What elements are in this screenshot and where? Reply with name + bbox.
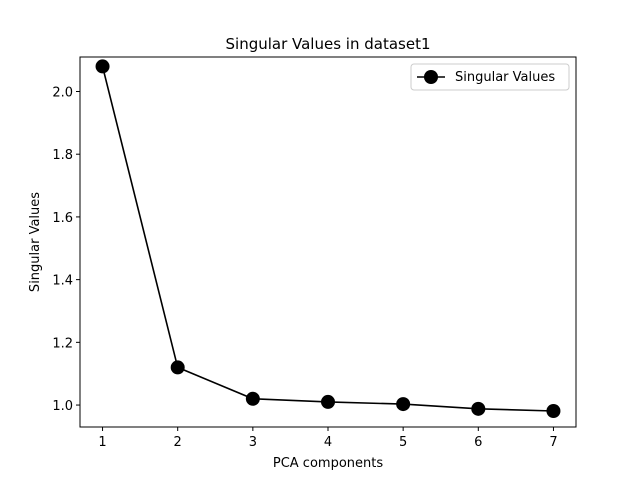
legend-marker (424, 70, 438, 84)
x-tick-label: 6 (474, 435, 482, 450)
legend-label: Singular Values (455, 70, 555, 85)
x-tick-label: 3 (249, 435, 257, 450)
series-layer (95, 59, 561, 419)
y-tick-label: 1.0 (52, 399, 73, 414)
data-point (471, 401, 486, 416)
x-tick-label: 4 (324, 435, 332, 450)
chart-title: Singular Values in dataset1 (226, 35, 431, 53)
plot-area (79, 56, 577, 428)
x-tick-label: 1 (98, 435, 106, 450)
y-tick-label: 1.6 (52, 211, 73, 226)
data-point (95, 59, 110, 74)
y-tick-label: 1.4 (52, 274, 73, 289)
x-tick-label: 2 (174, 435, 182, 450)
y-tick-label: 1.2 (52, 336, 73, 351)
y-axis: 1.0 1.2 1.4 1.6 1.8 2.0 (52, 85, 80, 414)
y-axis-label: Singular Values (28, 192, 43, 292)
data-point (546, 404, 561, 419)
data-point (396, 397, 411, 412)
y-tick-label: 1.8 (52, 148, 73, 163)
y-tick-label: 2.0 (52, 85, 73, 100)
x-tick-label: 5 (399, 435, 407, 450)
legend: Singular Values (410, 63, 570, 91)
data-point (245, 391, 260, 406)
x-axis-label: PCA components (273, 456, 383, 471)
x-axis: 1 2 3 4 5 6 7 (98, 427, 558, 450)
data-point (321, 394, 335, 409)
data-point (170, 360, 185, 375)
legend-frame (410, 63, 570, 91)
x-tick-label: 7 (549, 435, 557, 450)
